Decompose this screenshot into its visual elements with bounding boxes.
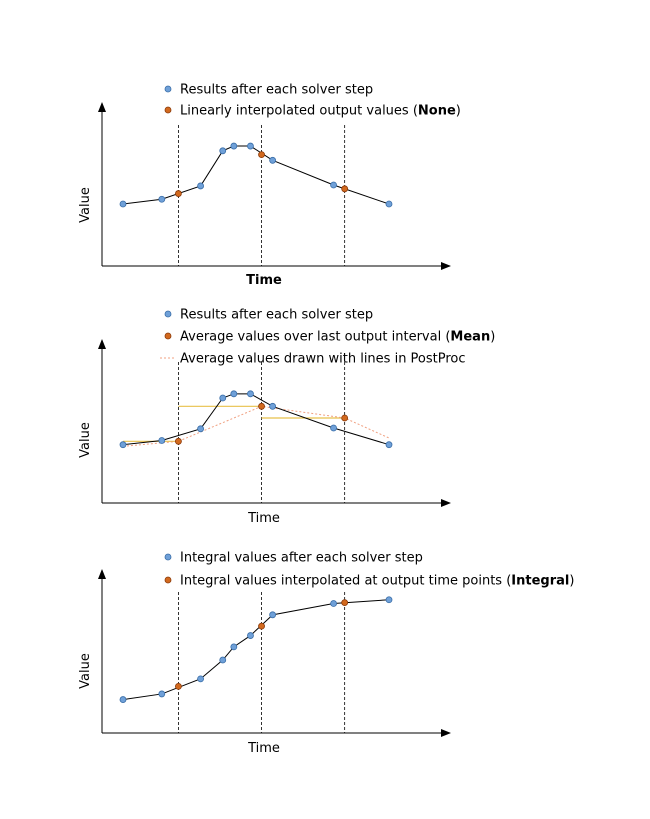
legend-entry-postproc: Average values drawn with lines in PostP…: [160, 352, 466, 367]
legend-label: Integral values interpolated at output t…: [180, 574, 574, 589]
solver-point: [158, 195, 166, 203]
solver-series-line: [122, 393, 390, 446]
solver-point: [119, 696, 127, 703]
x-axis-label: Time: [247, 511, 280, 526]
solver-point: [158, 690, 166, 698]
solver-series-line: [122, 599, 390, 701]
legend-marker-icon: [164, 106, 172, 114]
solver-point: [230, 643, 238, 651]
solver-point: [219, 656, 227, 664]
solver-series-line: [122, 145, 390, 205]
legend-label: Integral values after each solver step: [180, 551, 423, 566]
output-point: [175, 437, 182, 445]
solver-point: [385, 200, 393, 208]
legend-marker-icon: [164, 332, 172, 340]
legend-entry-solver: Integral values after each solver step: [164, 551, 423, 566]
output-point: [341, 185, 349, 193]
output-point: [341, 414, 349, 422]
x-axis-label: Time: [247, 741, 280, 756]
chart-panel-1: Results after each solver step Linearly i…: [78, 83, 461, 289]
legend-marker-icon: [164, 85, 172, 93]
legend-label: Results after each solver step: [180, 83, 373, 98]
output-point: [341, 599, 349, 606]
solver-point: [385, 441, 393, 449]
x-axis-label: Time: [246, 273, 282, 288]
y-axis-label: Value: [78, 653, 93, 689]
solver-point: [197, 182, 204, 190]
solver-point: [330, 424, 337, 432]
solver-point: [197, 425, 204, 433]
chart-panel-2: Results after each solver step Average va…: [78, 308, 495, 527]
solver-point: [119, 200, 127, 208]
output-point: [175, 190, 182, 197]
legend-entry-output: Integral values interpolated at output t…: [164, 574, 574, 589]
legend-marker-icon: [164, 310, 172, 318]
legend-entry-output: Average values over last output interval…: [164, 330, 495, 345]
legend-entry-output: Linearly interpolated output values (Non…: [164, 104, 461, 119]
solver-point: [385, 596, 393, 604]
legend-entry-solver: Results after each solver step: [164, 83, 373, 98]
solver-point: [230, 390, 238, 398]
legend-label: Average values over last output interval…: [180, 330, 495, 345]
output-point: [258, 402, 265, 410]
legend-label: Results after each solver step: [180, 308, 373, 323]
solver-point: [219, 394, 227, 402]
legend-label: Linearly interpolated output values (Non…: [180, 104, 461, 119]
solver-point: [330, 600, 337, 607]
output-point: [258, 622, 265, 630]
solver-point: [197, 675, 204, 683]
solver-point: [247, 142, 254, 150]
solver-point: [247, 390, 254, 398]
legend-marker-icon: [164, 576, 172, 584]
solver-point: [269, 156, 277, 164]
y-axis-label: Value: [78, 422, 93, 458]
legend-entry-solver: Results after each solver step: [164, 308, 373, 323]
solver-point: [269, 611, 277, 619]
legend-label: Average values drawn with lines in PostP…: [180, 352, 466, 367]
chart-panel-3: Integral values after each solver step In…: [78, 551, 574, 757]
legend-marker-icon: [164, 553, 172, 561]
solver-point: [247, 632, 254, 639]
y-axis-label: Value: [78, 187, 93, 223]
solver-point: [230, 142, 238, 150]
solver-point: [330, 181, 337, 189]
solver-point: [119, 441, 127, 449]
solver-point: [269, 402, 277, 410]
output-point: [258, 151, 265, 159]
solver-point: [158, 437, 166, 444]
solver-point: [219, 147, 227, 155]
output-point: [175, 683, 182, 690]
